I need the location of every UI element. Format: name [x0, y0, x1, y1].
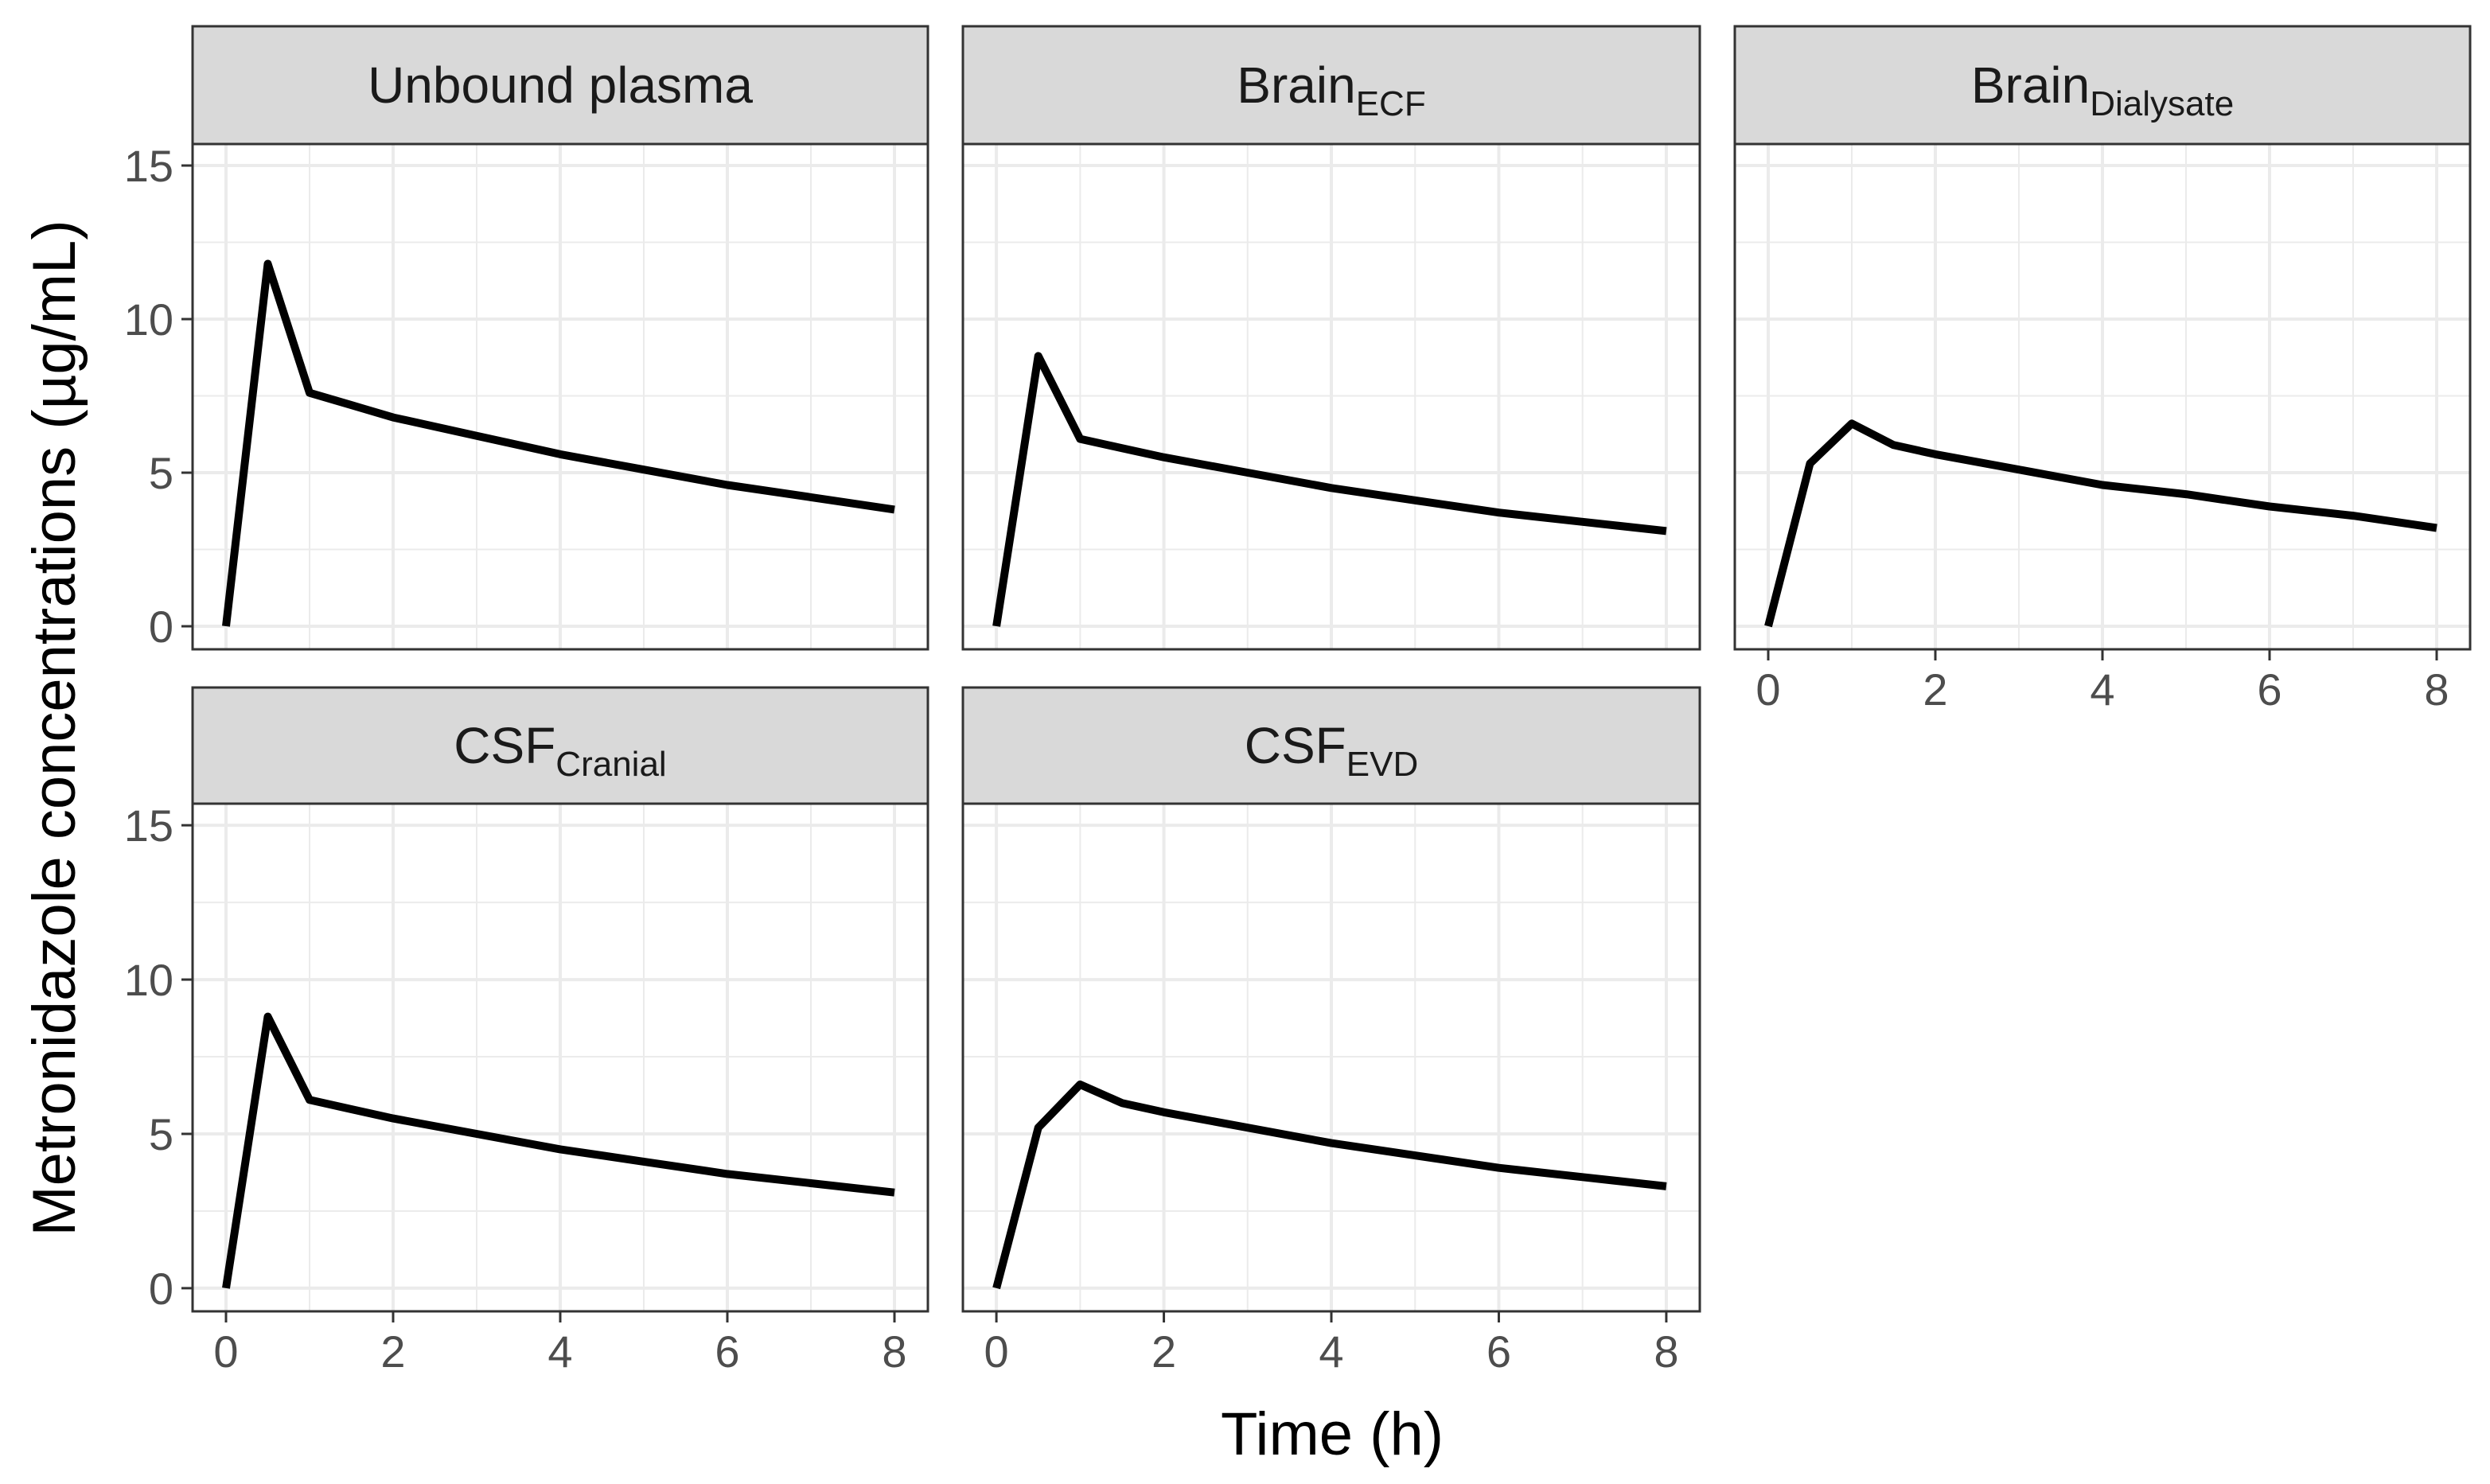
panel-1: Unbound plasma 0 5 10 15: [124, 25, 929, 652]
panel-title: CSFCranial: [454, 717, 666, 784]
panel-strip: [961, 686, 1701, 805]
y-tick-label: 15: [124, 141, 173, 191]
x-tick-label: 0: [213, 1326, 238, 1377]
panel-title: Unbound plasma: [368, 56, 753, 114]
x-tick-label: 4: [2090, 664, 2114, 715]
panel-title-subscript: Dialysate: [2090, 84, 2234, 123]
x-tick-label: 8: [2424, 664, 2449, 715]
y-tick-label: 10: [124, 294, 173, 345]
panel-border: [961, 142, 1701, 651]
x-tick-label: 6: [2257, 664, 2282, 715]
x-tick-label: 0: [1755, 664, 1780, 715]
series-line: [222, 1012, 895, 1289]
panel-2: BrainECF: [961, 25, 1701, 651]
panel-title-main: CSF: [454, 717, 555, 774]
x-tick-label: 0: [984, 1326, 1009, 1377]
y-tick-label: 5: [149, 1109, 173, 1159]
x-axis-title: Time (h): [1221, 1400, 1444, 1468]
panel-title: BrainDialysate: [1971, 56, 2234, 123]
y-axis-title: Metronidazole concentrations (µg/mL): [21, 220, 88, 1236]
y-tick-label: 5: [149, 448, 173, 498]
panel-strip: [961, 25, 1701, 146]
y-tick-label: 10: [124, 955, 173, 1005]
y-tick-label: 0: [149, 1264, 173, 1314]
series-line: [992, 1080, 1667, 1290]
x-tick-label: 8: [882, 1326, 906, 1377]
panel-title-subscript: ECF: [1356, 84, 1426, 123]
series-line: [222, 259, 895, 627]
x-tick-label: 4: [1319, 1326, 1343, 1377]
series-line: [992, 352, 1667, 627]
panel-title-main: CSF: [1245, 717, 1346, 774]
panel-title: BrainECF: [1237, 56, 1425, 123]
x-tick-label: 2: [1151, 1326, 1176, 1377]
x-tick-label: 6: [1487, 1326, 1511, 1377]
panel-border: [191, 142, 929, 651]
panel-5: CSFEVD 0 2 4 6 8: [961, 686, 1701, 1377]
y-tick-label: 0: [149, 602, 173, 652]
panel-title-subscript: EVD: [1346, 745, 1418, 784]
panel-strip: [1733, 25, 2472, 146]
panel-title-main: Brain: [1237, 56, 1355, 114]
series-line: [1764, 419, 2437, 628]
panel-title: CSFEVD: [1245, 717, 1418, 784]
panel-strip: [191, 686, 929, 805]
x-tick-label: 4: [547, 1326, 572, 1377]
x-tick-label: 2: [1923, 664, 1947, 715]
x-tick-label: 8: [1654, 1326, 1678, 1377]
x-tick-label: 2: [380, 1326, 405, 1377]
panel-strip: [191, 25, 929, 146]
panel-4: CSFCranial 0 5 10 15 0 2 4 6 8: [124, 686, 929, 1377]
panel-title-main: Brain: [1971, 56, 2090, 114]
x-tick-label: 6: [715, 1326, 739, 1377]
panel-title-subscript: Cranial: [555, 745, 666, 784]
y-tick-label: 15: [124, 800, 173, 851]
panel-3: BrainDialysate 0 2 4 6 8: [1733, 25, 2472, 715]
panel-title-main: Unbound plasma: [368, 56, 753, 114]
